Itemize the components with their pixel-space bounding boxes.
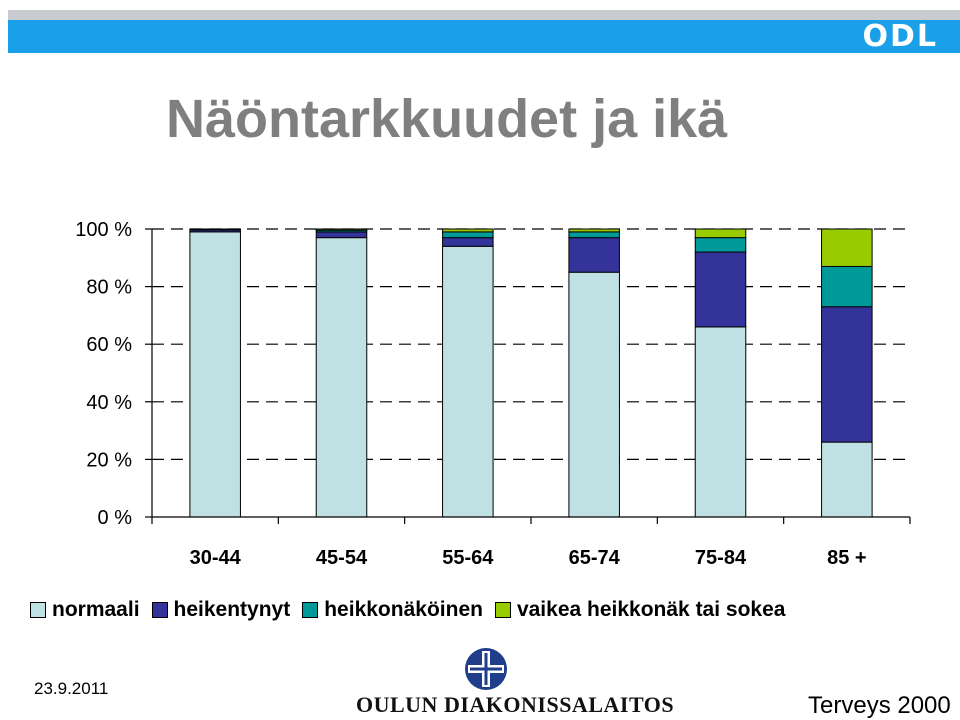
x-category-label: 45-54: [316, 547, 368, 569]
legend: normaali heikentynyt heikkonäköinen vaik…: [30, 598, 797, 622]
page-title: Näöntarkkuudet ja ikä: [166, 88, 727, 150]
bars: [190, 229, 872, 517]
y-tick-label: 80 %: [86, 277, 132, 299]
y-tick-label: 0 %: [98, 507, 133, 529]
top-blue-bar: [8, 20, 960, 53]
axes: [145, 229, 910, 524]
bar-segment-normaali: [695, 327, 746, 517]
legend-swatch-heikkonakoinen: [302, 602, 318, 618]
bar-segment-heikentynyt: [569, 238, 620, 273]
legend-label-normaali: normaali: [52, 598, 140, 622]
legend-item-normaali: normaali: [30, 598, 140, 622]
footer-brand: Terveys 2000: [808, 692, 951, 720]
legend-label-heikentynyt: heikentynyt: [174, 598, 291, 622]
legend-item-heikentynyt: heikentynyt: [152, 598, 291, 622]
bar-segment-normaali: [569, 272, 620, 517]
x-category-label: 30-44: [190, 547, 242, 569]
x-category-label: 75-84: [695, 547, 747, 569]
y-tick-label: 100 %: [75, 219, 132, 241]
legend-swatch-normaali: [30, 602, 46, 618]
bar-segment-heikkonakoinen: [443, 232, 494, 238]
bar-segment-vaikea: [569, 229, 620, 232]
stacked-bar-chart: 0 % 20 % 40 % 60 % 80 % 100 % 30-44 45-54 55-64 6…: [0, 200, 960, 580]
bar-segment-vaikea: [822, 229, 873, 266]
bar-segment-heikkonakoinen: [695, 238, 746, 252]
footer-date: 23.9.2011: [34, 679, 108, 699]
bar-segment-normaali: [443, 246, 494, 517]
gridlines: [152, 229, 910, 459]
y-tick-label: 20 %: [86, 449, 132, 471]
odl-logo: ODL: [862, 20, 938, 53]
x-category-label: 65-74: [569, 547, 621, 569]
bar-segment-vaikea: [695, 229, 746, 238]
diakonissalaitos-logo: OULUN DIAKONISSALAITOS: [352, 646, 620, 717]
x-category-label: 85 +: [827, 547, 866, 569]
bar-segment-vaikea: [316, 229, 367, 230]
bar-segment-normaali: [316, 238, 367, 517]
bar-segment-heikentynyt: [316, 232, 367, 238]
legend-label-vaikea: vaikea heikkonäk tai sokea: [517, 598, 786, 622]
legend-item-heikkonakoinen: heikkonäköinen: [302, 598, 483, 622]
y-tick-label: 60 %: [86, 334, 132, 356]
bar-segment-heikentynyt: [443, 238, 494, 247]
legend-label-heikkonakoinen: heikkonäköinen: [324, 598, 483, 622]
bar-segment-heikkonakoinen: [822, 266, 873, 306]
bar-segment-heikkonakoinen: [569, 232, 620, 238]
legend-item-vaikea: vaikea heikkonäk tai sokea: [495, 598, 786, 622]
y-tick-label: 40 %: [86, 392, 132, 414]
bar-segment-heikentynyt: [695, 252, 746, 327]
x-category-label: 55-64: [442, 547, 494, 569]
cross-emblem-icon: [456, 646, 516, 692]
top-gray-bar: [8, 10, 960, 20]
bar-segment-normaali: [190, 232, 241, 517]
bar-segment-normaali: [822, 442, 873, 517]
bar-segment-vaikea: [443, 229, 494, 232]
legend-swatch-vaikea: [495, 602, 511, 618]
logo-text: OULUN DIAKONISSALAITOS: [356, 692, 674, 718]
legend-swatch-heikentynyt: [152, 602, 168, 618]
bar-segment-heikentynyt: [822, 307, 873, 442]
